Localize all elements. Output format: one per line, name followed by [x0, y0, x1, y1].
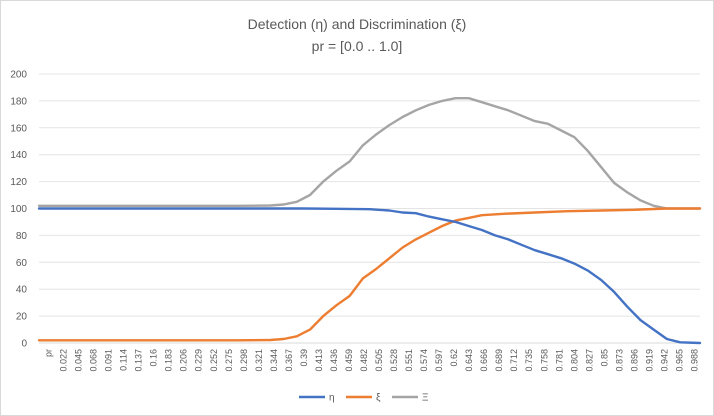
chart-subtitle: pr = [0.0 .. 1.0] — [312, 38, 403, 54]
y-axis: 0 20 40 60 80 100 120 140 160 180 200 — [10, 70, 27, 350]
x-tick-label: 0.689 — [494, 349, 504, 372]
x-tick-label: 0.505 — [374, 349, 384, 372]
x-tick-label: 0.413 — [314, 349, 324, 372]
x-tick-label: 0.344 — [269, 349, 279, 372]
x-tick-label: 0.712 — [509, 349, 519, 372]
x-tick-label: 0.942 — [659, 349, 669, 372]
x-tick-label: 0.022 — [59, 349, 69, 372]
x-tick-label: 0.965 — [674, 349, 684, 372]
x-tick-label: 0.643 — [464, 349, 474, 372]
x-tick-label: 0.827 — [584, 349, 594, 372]
y-tick-label: 80 — [16, 231, 28, 242]
series-line-2 — [37, 207, 702, 342]
x-tick-label: 0.114 — [119, 349, 129, 371]
x-tick-label: 0.068 — [89, 349, 99, 372]
x-axis-title: pr — [44, 349, 54, 357]
x-tick-label: 0.321 — [254, 349, 264, 372]
x-tick-label: 0.275 — [224, 349, 234, 372]
x-tick-label: 0.988 — [689, 349, 699, 372]
y-tick-label: 120 — [10, 177, 27, 188]
x-tick-label: 0.459 — [344, 349, 354, 372]
y-tick-label: 180 — [10, 96, 27, 107]
series-lines — [37, 96, 702, 345]
x-tick-label: 0.597 — [434, 349, 444, 372]
x-tick-label: 0.436 — [329, 349, 339, 372]
x-tick-label: 0.735 — [524, 349, 534, 372]
legend-label: η — [329, 393, 335, 404]
y-tick-label: 160 — [10, 123, 27, 134]
x-tick-label: 0.804 — [569, 349, 579, 372]
x-tick-label: 0.252 — [209, 349, 219, 372]
x-tick-label: 0.666 — [479, 349, 489, 372]
x-tick-label: 0.183 — [164, 349, 174, 372]
x-tick-label: 0.229 — [194, 349, 204, 372]
y-tick-label: 200 — [10, 70, 27, 81]
x-tick-label: 0.758 — [539, 349, 549, 372]
x-tick-label: 0.574 — [419, 349, 429, 372]
x-tick-label: 0.045 — [74, 349, 84, 372]
x-tick-label: 0.85 — [599, 349, 609, 367]
x-axis: pr 0.022 0.045 0.068 0.091 0.114 0.137 0.16 0.18… — [44, 349, 700, 372]
x-tick-label: 0.298 — [239, 349, 249, 372]
x-tick-label: 0.39 — [299, 349, 309, 367]
y-tick-label: 60 — [16, 258, 28, 269]
x-tick-label: 0.16 — [149, 349, 159, 367]
x-tick-label: 0.367 — [284, 349, 294, 372]
x-tick-label: 0.091 — [104, 349, 114, 372]
legend-label: Ξ — [422, 393, 429, 404]
y-tick-label: 140 — [10, 150, 27, 161]
x-tick-label: 0.919 — [644, 349, 654, 372]
x-tick-label: 0.873 — [614, 349, 624, 372]
x-tick-label: 0.62 — [449, 349, 459, 367]
series-line-3 — [37, 96, 702, 210]
legend-label: ξ — [376, 393, 381, 404]
x-tick-label: 0.896 — [629, 349, 639, 372]
x-tick-label: 0.781 — [554, 349, 564, 372]
y-tick-label: 100 — [10, 204, 27, 215]
series-line-1 — [37, 207, 702, 345]
y-tick-label: 40 — [16, 285, 28, 296]
x-tick-label: 0.528 — [389, 349, 399, 372]
x-tick-label: 0.137 — [134, 349, 144, 372]
x-tick-label: 0.206 — [179, 349, 189, 372]
x-tick-label: 0.551 — [404, 349, 414, 372]
y-tick-label: 0 — [21, 339, 27, 350]
x-tick-label: 0.482 — [359, 349, 369, 372]
y-tick-label: 20 — [16, 312, 28, 323]
chart-title: Detection (η) and Discrimination (ξ) — [248, 16, 467, 32]
